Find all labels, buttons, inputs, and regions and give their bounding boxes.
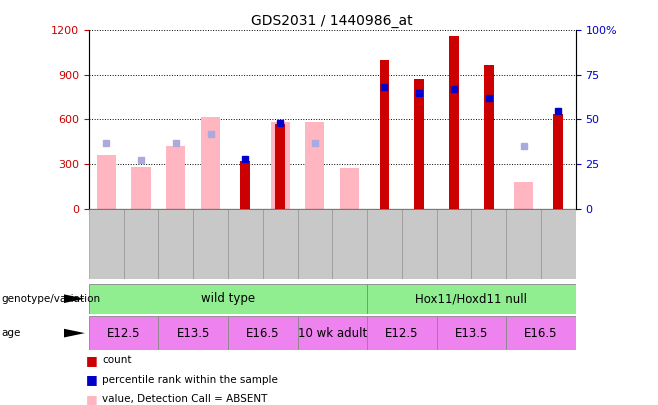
Polygon shape (64, 329, 85, 337)
Text: Hox11/Hoxd11 null: Hox11/Hoxd11 null (415, 292, 528, 305)
Bar (437, 209, 471, 279)
Bar (166, 146, 186, 209)
Bar (159, 209, 193, 279)
Bar (484, 64, 494, 209)
Bar (132, 167, 151, 209)
Bar (506, 316, 576, 350)
Text: percentile rank within the sample: percentile rank within the sample (102, 375, 278, 385)
Bar (541, 209, 576, 279)
Bar (367, 284, 576, 314)
Bar (270, 122, 290, 209)
Bar (367, 209, 402, 279)
Title: GDS2031 / 1440986_at: GDS2031 / 1440986_at (251, 14, 413, 28)
Text: E12.5: E12.5 (107, 326, 140, 340)
Bar (263, 209, 297, 279)
Bar (89, 284, 367, 314)
Bar (201, 117, 220, 209)
Bar (297, 316, 367, 350)
Bar (402, 209, 437, 279)
Text: value, Detection Call = ABSENT: value, Detection Call = ABSENT (102, 394, 267, 404)
Text: E16.5: E16.5 (246, 326, 280, 340)
Bar (332, 209, 367, 279)
Bar (380, 60, 390, 209)
Text: ■: ■ (86, 373, 97, 386)
Bar (89, 209, 124, 279)
Text: E13.5: E13.5 (176, 326, 210, 340)
Bar (159, 316, 228, 350)
Bar (367, 316, 437, 350)
Text: ■: ■ (86, 354, 97, 367)
Text: ■: ■ (86, 393, 97, 405)
Bar (305, 122, 324, 209)
Text: E16.5: E16.5 (524, 326, 558, 340)
Text: 10 wk adult: 10 wk adult (297, 326, 367, 340)
Bar (240, 161, 250, 209)
Bar (340, 168, 359, 209)
Text: wild type: wild type (201, 292, 255, 305)
Text: E12.5: E12.5 (385, 326, 418, 340)
Text: age: age (1, 328, 20, 338)
Bar (506, 209, 541, 279)
Bar (193, 209, 228, 279)
Bar (553, 113, 563, 209)
Bar (449, 36, 459, 209)
Polygon shape (64, 294, 85, 303)
Bar (97, 155, 116, 209)
Bar (89, 316, 159, 350)
Bar (228, 209, 263, 279)
Bar (228, 316, 297, 350)
Bar (124, 209, 159, 279)
Bar (437, 316, 506, 350)
Text: E13.5: E13.5 (455, 326, 488, 340)
Bar (415, 79, 424, 209)
Bar (275, 124, 285, 209)
Bar (514, 182, 533, 209)
Text: genotype/variation: genotype/variation (1, 294, 101, 304)
Bar (471, 209, 506, 279)
Bar (297, 209, 332, 279)
Text: count: count (102, 356, 132, 365)
